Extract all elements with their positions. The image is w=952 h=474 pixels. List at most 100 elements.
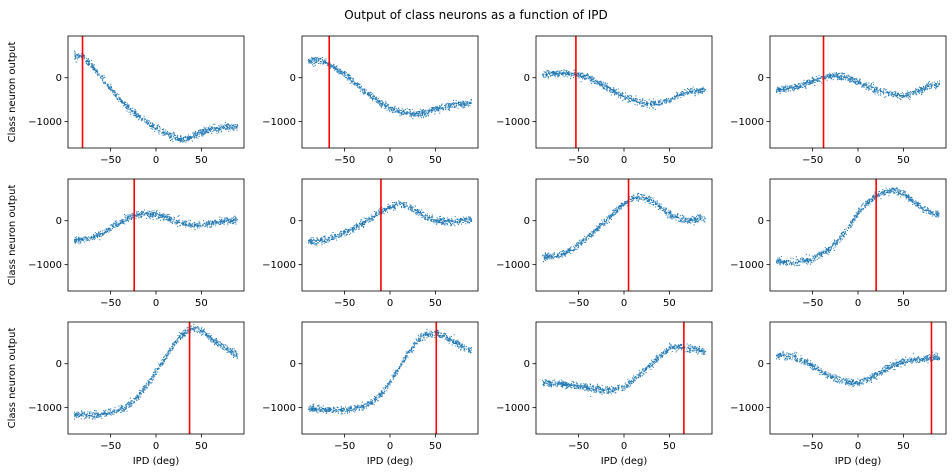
data-point <box>690 89 692 91</box>
data-point <box>465 104 467 106</box>
data-point <box>565 72 567 74</box>
data-point <box>654 100 656 102</box>
data-point <box>186 139 188 141</box>
data-point <box>112 224 114 226</box>
data-point <box>358 228 360 230</box>
data-point <box>120 221 122 223</box>
data-point <box>470 220 472 222</box>
data-point <box>180 138 182 140</box>
data-point <box>142 211 144 213</box>
data-point <box>918 88 920 90</box>
data-point <box>225 125 227 127</box>
data-point <box>129 218 131 220</box>
data-point <box>816 79 818 81</box>
data-point <box>433 108 435 110</box>
data-point <box>455 106 457 108</box>
data-point <box>810 82 812 84</box>
data-point <box>423 216 425 218</box>
data-point <box>906 92 908 94</box>
data-point <box>424 111 426 113</box>
data-point <box>681 91 683 93</box>
data-point <box>214 129 216 131</box>
data-point <box>356 85 358 87</box>
scatter-points <box>775 72 941 101</box>
data-point <box>102 233 103 235</box>
data-point <box>130 108 132 110</box>
data-point <box>344 73 346 75</box>
data-point <box>86 59 88 61</box>
data-point <box>642 105 644 107</box>
data-point <box>92 65 94 67</box>
data-point <box>553 73 555 75</box>
data-point <box>344 228 346 230</box>
data-point <box>604 83 606 85</box>
data-point <box>601 84 603 86</box>
data-point <box>109 228 111 230</box>
data-point <box>407 112 409 114</box>
data-point <box>179 140 181 142</box>
data-point <box>403 113 405 115</box>
data-point <box>99 234 101 236</box>
data-point <box>609 87 611 89</box>
data-point <box>172 219 174 221</box>
data-point <box>873 86 875 88</box>
data-point <box>911 91 913 93</box>
data-point <box>336 67 338 69</box>
data-point <box>405 112 407 114</box>
data-point <box>85 236 87 238</box>
data-point <box>802 82 804 84</box>
data-point <box>144 213 146 215</box>
data-point <box>76 56 78 58</box>
data-point <box>403 112 405 114</box>
data-point <box>93 235 95 237</box>
data-point <box>437 106 439 108</box>
data-point <box>152 125 154 127</box>
data-point <box>935 83 937 85</box>
data-point <box>892 93 894 95</box>
data-point <box>103 231 105 233</box>
data-point <box>544 74 546 76</box>
data-point <box>832 79 834 81</box>
data-point <box>389 108 391 110</box>
data-point <box>917 89 919 91</box>
data-point <box>156 212 158 214</box>
data-point <box>157 216 159 218</box>
data-point <box>694 95 696 97</box>
data-point <box>153 214 155 216</box>
data-point <box>195 130 197 132</box>
data-point <box>170 217 172 219</box>
data-point <box>834 74 836 76</box>
data-point <box>368 94 370 95</box>
data-point <box>888 93 890 95</box>
scatter-points <box>73 209 238 245</box>
data-point <box>610 91 612 93</box>
data-point <box>795 85 797 87</box>
data-point <box>452 219 454 221</box>
data-point <box>810 80 812 82</box>
data-point <box>199 134 201 136</box>
data-point <box>157 213 159 215</box>
data-point <box>602 83 604 85</box>
data-point <box>227 218 229 220</box>
data-point <box>926 84 928 86</box>
data-point <box>184 139 186 141</box>
data-point <box>138 115 140 117</box>
data-point <box>388 108 390 110</box>
data-point <box>156 125 158 127</box>
data-point <box>620 97 622 99</box>
data-point <box>113 94 115 96</box>
data-point <box>436 107 438 109</box>
data-point <box>321 242 323 244</box>
data-point <box>778 88 780 90</box>
data-point <box>162 216 164 218</box>
data-point <box>697 92 699 94</box>
data-point <box>347 74 349 76</box>
data-point <box>143 116 145 118</box>
data-point <box>805 82 807 84</box>
data-point <box>882 93 884 95</box>
data-point <box>210 223 212 225</box>
data-point <box>426 218 428 220</box>
data-point <box>629 94 631 96</box>
data-point <box>406 112 408 114</box>
data-point <box>118 97 120 99</box>
